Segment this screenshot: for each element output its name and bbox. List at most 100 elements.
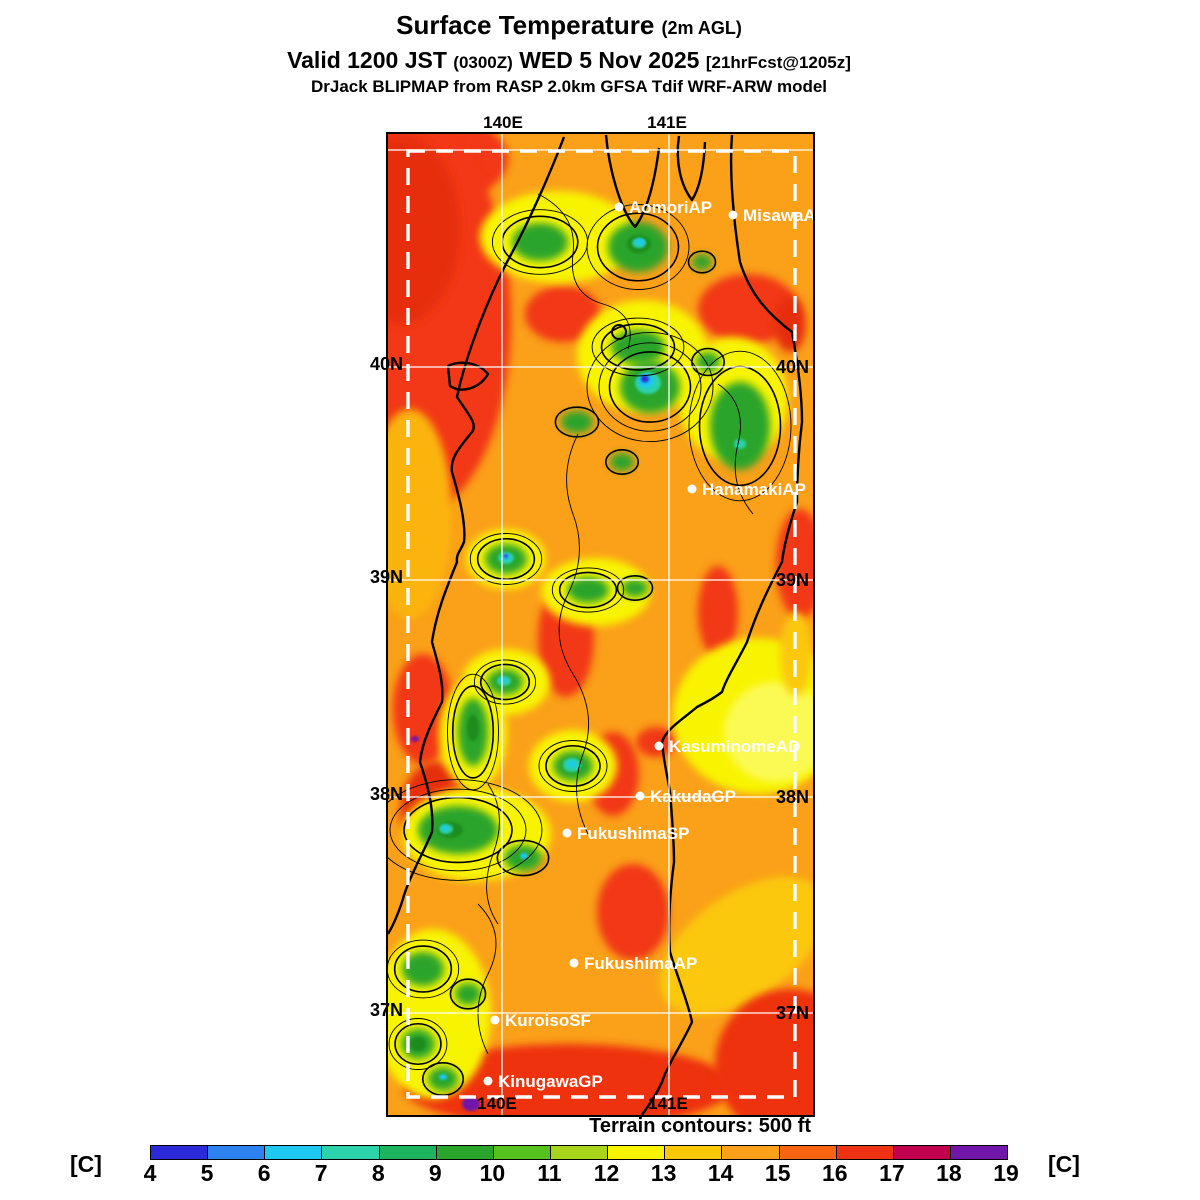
colorbar-tick: 7 [314, 1160, 328, 1186]
colorbar-tick: 18 [936, 1160, 962, 1186]
contour-ring [558, 571, 618, 609]
colorbar-segment [608, 1146, 666, 1159]
contour-ring [591, 317, 685, 377]
graticule [388, 134, 813, 1115]
contour-ring [596, 212, 680, 282]
contour-ring [538, 740, 608, 792]
model-line: DrJack BLIPMAP from RASP 2.0km GFSA Tdif… [310, 77, 828, 96]
colorbar-tick: 13 [650, 1160, 677, 1186]
page-title: Surface Temperature (2m AGL) [0, 10, 1138, 41]
latitude-label: 40N [776, 357, 809, 377]
station-label: KasuminomeAD [669, 737, 800, 756]
latitude-label: 38N [776, 787, 809, 807]
contour-ring [393, 945, 453, 993]
valid-line: Valid 1200 JST (0300Z) WED 5 Nov 2025 [2… [0, 47, 1138, 74]
contour-ring [449, 978, 487, 1010]
contour-line [486, 783, 500, 925]
station-dot [687, 484, 697, 494]
temperature-region [567, 577, 609, 603]
colorbar-segment [836, 1146, 894, 1159]
temperature-region [622, 579, 648, 597]
terrain-contours [388, 193, 792, 1096]
temperature-region [561, 411, 593, 433]
right-latitude-labels: 40N 39N 38N 37N [776, 357, 809, 1023]
contour-ring [586, 204, 690, 290]
colorbar-segment [151, 1146, 209, 1159]
contour-ring [586, 331, 714, 443]
station-label: MisawaAD [743, 206, 813, 225]
colorbar-segment [493, 1146, 551, 1159]
map-art [388, 134, 813, 1115]
station-dot [569, 958, 579, 968]
map-panel: 40N 39N 38N 37N AomoriAP MisawaAD HanamakiAP Ka… [386, 132, 815, 1117]
temperature-region [462, 1097, 480, 1111]
temperature-region [388, 409, 452, 619]
station-dot [614, 202, 624, 212]
valid-zulu: (0300Z) [453, 53, 513, 72]
coastline-path [604, 134, 661, 229]
coastline-path [641, 134, 804, 1115]
temperature-region [520, 853, 528, 859]
station-label: KuroisoSF [505, 1011, 591, 1030]
contour-ring [389, 788, 527, 872]
contour-ring [388, 1018, 448, 1070]
colorbar-tick: 11 [537, 1160, 562, 1186]
colorbar-segment [208, 1146, 266, 1159]
station-label: FukushimaAP [584, 954, 697, 973]
temperature-region [696, 352, 720, 372]
lake-outline [611, 324, 627, 340]
latitude-label-left: 38N [369, 784, 403, 804]
contour-ring [551, 567, 625, 613]
coastline [388, 134, 804, 1115]
temperature-region [715, 989, 813, 1115]
temperature-region [635, 238, 645, 246]
contour-ring [545, 744, 601, 788]
contour-ring [451, 685, 495, 779]
station-dot [728, 210, 738, 220]
map-svg: 40N 39N 38N 37N AomoriAP MisawaAD HanamakiAP Ka… [388, 134, 813, 1115]
temperature-region [567, 760, 577, 768]
temperature-region [512, 223, 568, 261]
temperature-region [611, 330, 665, 364]
colorbar-segment [893, 1146, 951, 1159]
contour-ring [598, 342, 702, 432]
colorbar-segment [950, 1146, 1008, 1159]
valid-prefix: Valid 1200 JST [287, 47, 447, 73]
temperature-region [780, 612, 812, 696]
temperature-region [641, 375, 649, 383]
colorbar-tick: 5 [200, 1160, 214, 1186]
contour-ring [421, 1061, 465, 1096]
temperature-region [504, 554, 508, 558]
contour-ring [690, 347, 725, 377]
temperature-region [710, 382, 770, 470]
contour-ring [616, 575, 654, 601]
station-dot [483, 1076, 493, 1086]
contour-ring [394, 1022, 442, 1066]
colorbar-segment [436, 1146, 494, 1159]
temperature-region [774, 296, 806, 352]
temperature-region [597, 864, 669, 960]
contour-line [558, 433, 590, 835]
station-label: KakudaGP [650, 787, 736, 806]
contour-ring [388, 779, 543, 881]
latitude-label-left: 40N [369, 354, 403, 374]
temperature-region [734, 439, 746, 449]
colorbar-tick: 16 [822, 1160, 848, 1186]
station-dot [562, 828, 572, 838]
temperature-region [692, 254, 712, 270]
colorbar-tick: 9 [428, 1160, 442, 1186]
contour-ring [688, 350, 792, 502]
title-unit: (2m AGL) [661, 18, 742, 38]
temperature-region [659, 876, 813, 1016]
temperature-region [698, 566, 738, 658]
contour-ring [469, 533, 543, 585]
terrain-note: Terrain contours: 500 ft [589, 1115, 811, 1137]
temperature-region [724, 682, 813, 782]
title-text: Surface Temperature [396, 10, 655, 40]
colorbar-unit-right: [C] [1048, 1151, 1080, 1177]
temperature-region [610, 453, 634, 471]
colorbar-tick: 14 [707, 1160, 734, 1186]
colorbar-segment [665, 1146, 723, 1159]
colorbar-tick: 10 [479, 1160, 506, 1186]
